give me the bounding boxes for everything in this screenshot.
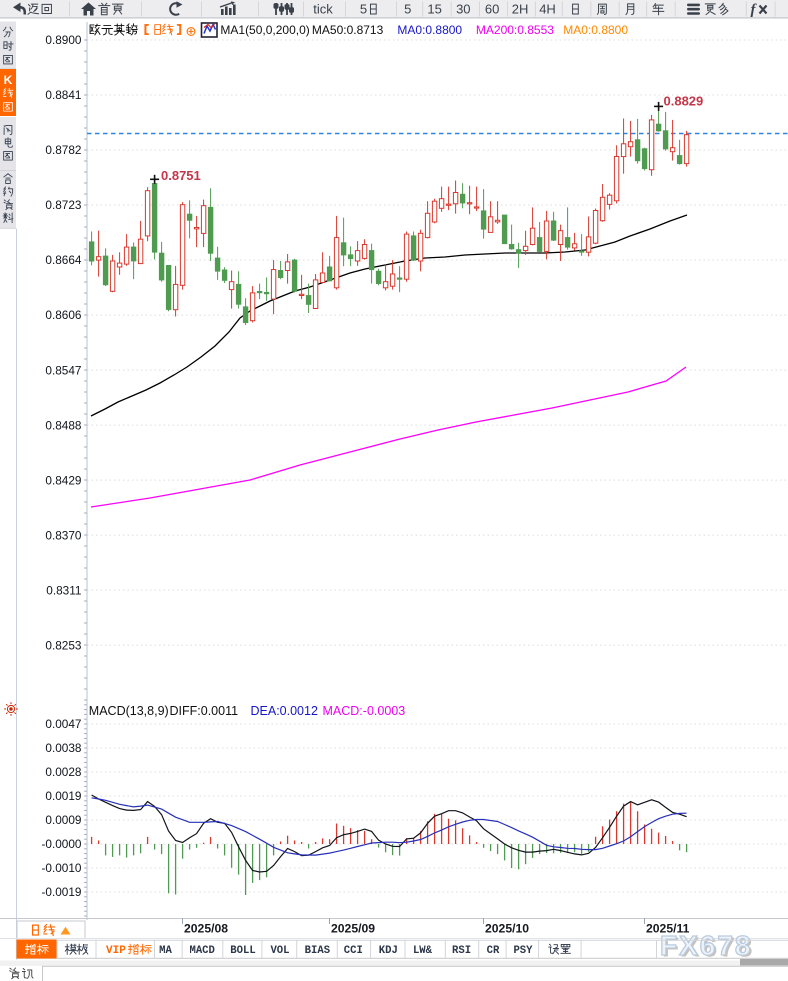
svg-text:15: 15 xyxy=(427,2,441,17)
svg-text:0.0038: 0.0038 xyxy=(45,741,82,755)
svg-text:0.8606: 0.8606 xyxy=(45,308,82,322)
svg-text:MA0:0.8800: MA0:0.8800 xyxy=(397,23,462,37)
svg-text:0.8751: 0.8751 xyxy=(161,168,201,183)
svg-text:0.8829: 0.8829 xyxy=(664,94,704,109)
svg-text:2025/10: 2025/10 xyxy=(485,921,529,935)
svg-text:MA: MA xyxy=(159,945,172,957)
svg-text:KDJ: KDJ xyxy=(379,945,398,957)
svg-text:60: 60 xyxy=(485,2,499,17)
svg-text:K: K xyxy=(4,73,13,87)
svg-text:PSY: PSY xyxy=(513,945,533,957)
svg-text:2025/09: 2025/09 xyxy=(331,921,375,935)
svg-text:BOLL: BOLL xyxy=(230,945,255,957)
svg-text:2025/08: 2025/08 xyxy=(184,921,228,935)
svg-text:0.8488: 0.8488 xyxy=(45,418,82,432)
svg-text:0.0009: 0.0009 xyxy=(45,813,81,827)
svg-text:5: 5 xyxy=(360,2,367,17)
svg-text:0.0028: 0.0028 xyxy=(45,765,82,779)
svg-text:DEA:0.0012: DEA:0.0012 xyxy=(251,704,318,718)
svg-text:0.8547: 0.8547 xyxy=(45,363,81,377)
svg-text:RSI: RSI xyxy=(452,945,471,957)
svg-text:5: 5 xyxy=(404,2,411,17)
svg-text:f: f xyxy=(751,2,758,18)
svg-text:MA1(50,0,200,0): MA1(50,0,200,0) xyxy=(220,23,309,37)
svg-text:MA200:0.8553: MA200:0.8553 xyxy=(476,23,554,37)
svg-text:0.8723: 0.8723 xyxy=(45,198,82,212)
svg-text:BIAS: BIAS xyxy=(305,945,331,957)
svg-text:2H: 2H xyxy=(512,2,529,17)
svg-text:0.8664: 0.8664 xyxy=(45,253,82,267)
svg-text:FX678: FX678 xyxy=(662,932,755,963)
svg-text:MACD(13,8,9): MACD(13,8,9) xyxy=(89,704,169,718)
svg-text:CCI: CCI xyxy=(344,945,363,957)
svg-text:FX678: FX678 xyxy=(660,930,753,961)
svg-text:0.8370: 0.8370 xyxy=(45,528,82,542)
svg-text:MA0:0.8800: MA0:0.8800 xyxy=(563,23,628,37)
svg-text:tick: tick xyxy=(313,2,333,17)
svg-text:-0.0010: -0.0010 xyxy=(41,861,81,875)
svg-text:0.8253: 0.8253 xyxy=(45,638,82,652)
svg-text:0.8429: 0.8429 xyxy=(45,473,81,487)
svg-text:-0.0000: -0.0000 xyxy=(41,837,81,851)
svg-text:4H: 4H xyxy=(539,2,556,17)
svg-text:0.8900: 0.8900 xyxy=(45,33,82,47)
svg-text:-0.0019: -0.0019 xyxy=(41,885,81,899)
svg-text:30: 30 xyxy=(456,2,470,17)
svg-text:2025/11: 2025/11 xyxy=(646,921,690,935)
svg-text:0.8782: 0.8782 xyxy=(45,143,81,157)
svg-text:DIFF:0.0011: DIFF:0.0011 xyxy=(170,704,239,718)
svg-text:0.8841: 0.8841 xyxy=(45,88,81,102)
svg-text:VIP: VIP xyxy=(106,945,126,957)
svg-text:0.8311: 0.8311 xyxy=(46,583,81,597)
svg-text:0.0047: 0.0047 xyxy=(45,717,81,731)
svg-text:VOL: VOL xyxy=(270,945,289,957)
svg-text:0.0019: 0.0019 xyxy=(45,789,81,803)
svg-text:LW&: LW& xyxy=(413,945,433,957)
svg-text:MACD: MACD xyxy=(189,945,214,957)
svg-text:MA50:0.8713: MA50:0.8713 xyxy=(312,23,384,37)
svg-text:CR: CR xyxy=(487,945,500,957)
svg-text:MACD:-0.0003: MACD:-0.0003 xyxy=(323,704,406,718)
